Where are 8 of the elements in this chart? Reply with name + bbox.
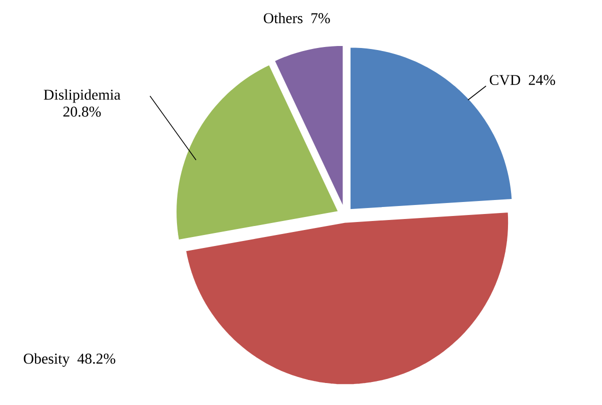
slice-label: CVD: [490, 74, 520, 86]
slice-label: Dislipidemia: [44, 89, 120, 103]
data-label: 20.8%: [63, 106, 101, 117]
slice-label: Obesity: [24, 353, 70, 367]
slice-label: Others: [264, 12, 302, 24]
data-label: 48.2%: [77, 354, 116, 364]
data-label: 24%: [528, 74, 556, 86]
data-label: 7%: [312, 13, 330, 24]
